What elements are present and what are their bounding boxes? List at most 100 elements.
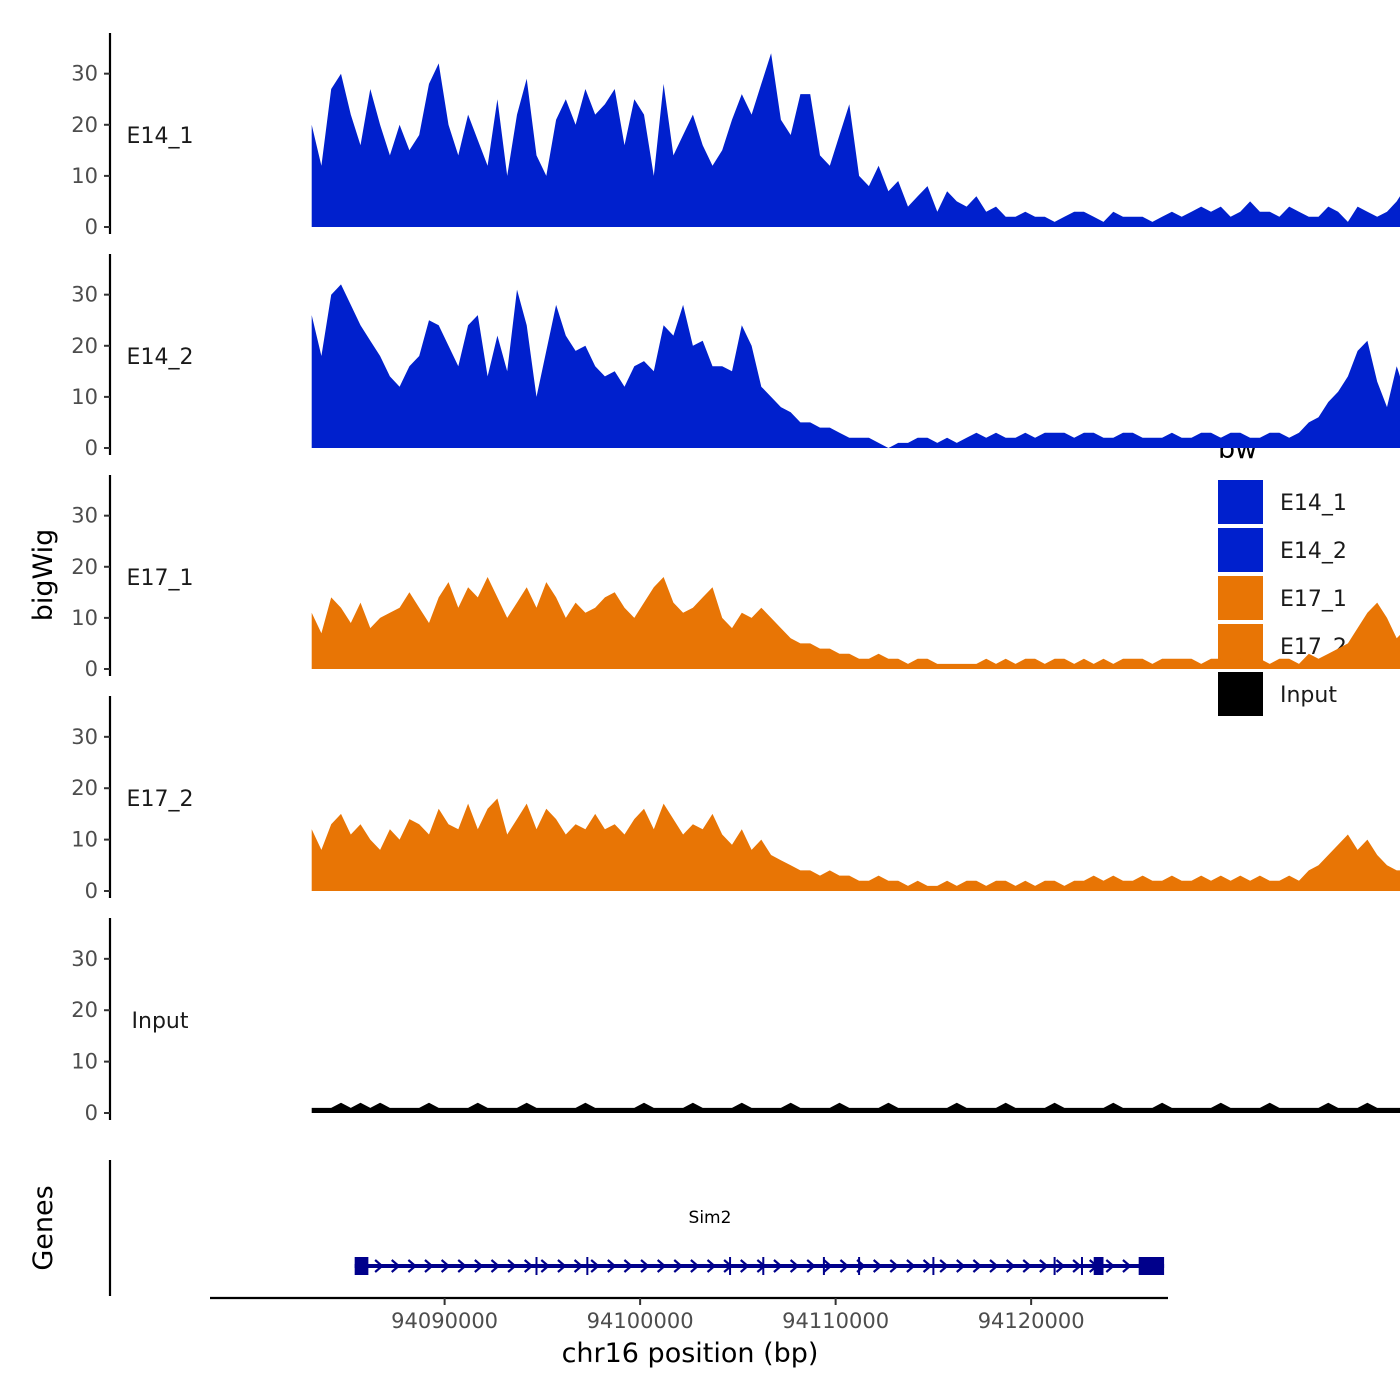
strand-arrow [723,1259,733,1273]
exon-1 [354,1257,369,1275]
track-e17-2: 0 10 20 30 [71,696,1400,903]
strand-arrow [839,1259,850,1273]
strand-arrow [1122,1259,1132,1273]
x-tick-label-94100000: 94100000 [587,1309,694,1333]
y-tick-label-e14-1-30: 30 [71,62,98,86]
strand-arrow [823,1259,833,1273]
strand-arrow [490,1259,501,1273]
track-label-e17-1: E17_1 [127,566,194,591]
strand-arrow [673,1259,683,1273]
track-e17-1: 0 10 20 30 [71,475,1400,681]
y-tick-label-input-0: 0 [85,1101,98,1125]
track-label-e17-2: E17_2 [127,787,194,812]
strand-arrow [507,1259,517,1273]
area-input [311,1102,1400,1113]
strand-arrow [1005,1259,1016,1273]
strand-arrow [1039,1259,1049,1273]
track-label-input: Input [132,1009,189,1034]
y-axis-title: bigWig [28,529,59,622]
strand-arrow [623,1259,634,1273]
x-tick-label-94110000: 94110000 [782,1309,889,1333]
strand-arrow [590,1259,600,1273]
y-tick-label-e17-2-20: 20 [71,776,98,800]
legend-key-e14-1 [1218,480,1263,524]
x-axis: 94090000 94100000 94110000 94120000 [210,1296,1168,1333]
strand-arrow [989,1259,999,1273]
exon-3 [1138,1257,1165,1275]
strand-arrow [557,1259,567,1273]
strand-arrow [440,1259,451,1273]
y-tick-label-e14-2-10: 10 [71,385,98,409]
strand-arrow [789,1259,800,1273]
gene-track-title: Genes [28,1185,59,1270]
track-e14-1: 0 10 20 30 [71,33,1400,239]
strand-arrow [424,1259,434,1273]
legend-key-e17-1 [1218,576,1263,620]
strand-arrow [640,1259,650,1273]
strand-arrow [1055,1259,1066,1273]
y-tick-label-e14-1-10: 10 [71,164,98,188]
y-tick-label-e17-1-10: 10 [71,606,98,630]
strand-arrow [1022,1259,1032,1273]
legend-key-e14-2 [1218,528,1263,572]
strand-arrow [407,1259,418,1273]
y-tick-label-input-30: 30 [71,947,98,971]
y-tick-label-input-20: 20 [71,998,98,1022]
y-tick-label-e17-2-30: 30 [71,725,98,749]
legend-label-input: Input [1280,683,1337,708]
strand-arrow [474,1259,484,1273]
legend-key-input [1218,672,1263,716]
y-tick-label-e14-1-20: 20 [71,113,98,137]
area-e17-1 [311,577,1400,669]
track-label-e14-2: E14_2 [127,345,194,370]
tracks: 0 10 20 30 0 10 20 30 0 10 20 30 0 10 20 30 0 10 20 30 [71,33,1400,1125]
strand-arrow [690,1259,700,1273]
strand-arrow [523,1259,534,1273]
gene-track [108,1160,1165,1296]
x-tick-label-94090000: 94090000 [391,1309,498,1333]
track-e14-2: 0 10 20 30 [71,254,1400,460]
strand-arrow [656,1259,667,1273]
strand-arrow [956,1259,966,1273]
exon-2 [1093,1257,1104,1275]
area-e14-1 [311,53,1400,227]
y-tick-label-e14-2-20: 20 [71,334,98,358]
y-tick-label-e17-1-30: 30 [71,504,98,528]
strand-arrow [806,1259,816,1273]
y-tick-label-input-10: 10 [71,1050,98,1074]
track-input: 0 10 20 30 [71,918,1400,1125]
strand-arrow [889,1259,899,1273]
strand-arrow [906,1259,916,1273]
strand-arrow [773,1259,783,1273]
strand-arrow [1072,1259,1082,1273]
y-tick-label-e17-1-0: 0 [85,657,98,681]
strand-arrow [540,1259,550,1273]
strand-arrow [972,1259,983,1273]
legend-label-e14-1: E14_1 [1280,491,1347,516]
y-tick-label-e17-2-0: 0 [85,879,98,903]
y-tick-label-e14-2-30: 30 [71,283,98,307]
x-axis-title: chr16 position (bp) [562,1338,819,1369]
legend: bw E14_1 E14_2 E17_1 E17_2 Input [1218,434,1347,716]
strand-arrow [740,1259,750,1273]
strand-arrow [1105,1259,1116,1273]
strand-arrow [922,1259,933,1273]
strand-arrow [872,1259,883,1273]
legend-label-e17-1: E17_1 [1280,587,1347,612]
x-tick-label-94120000: 94120000 [978,1309,1085,1333]
y-tick-label-e14-2-0: 0 [85,436,98,460]
strand-arrow [706,1259,717,1273]
strand-arrow [374,1259,384,1273]
strand-arrow [457,1259,467,1273]
area-e17-2 [311,798,1400,891]
y-tick-label-e14-1-0: 0 [85,215,98,239]
strand-arrow [573,1259,584,1273]
strand-arrow [607,1259,617,1273]
gene-name-label: Sim2 [689,1208,732,1228]
strand-arrow [756,1259,767,1273]
y-tick-label-e17-1-20: 20 [71,555,98,579]
strand-arrow [939,1259,949,1273]
area-e14-2 [311,284,1400,448]
strand-arrow [391,1259,401,1273]
